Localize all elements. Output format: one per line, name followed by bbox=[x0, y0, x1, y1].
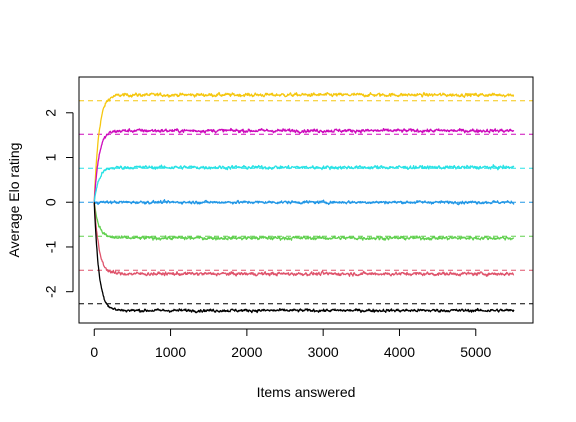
y-tick-label: -1 bbox=[43, 241, 59, 254]
y-tick-label: 2 bbox=[43, 109, 59, 117]
series-line bbox=[93, 164, 515, 203]
x-tick-label: 4000 bbox=[384, 344, 415, 360]
y-axis: -2 -1 0 1 2 bbox=[43, 109, 74, 298]
x-axis-title: Items answered bbox=[257, 384, 356, 400]
series-line bbox=[93, 202, 515, 241]
x-tick-label: 0 bbox=[90, 344, 98, 360]
x-tick-label: 3000 bbox=[308, 344, 339, 360]
series-line bbox=[93, 127, 515, 203]
series-lines bbox=[93, 91, 515, 314]
series-line bbox=[93, 91, 515, 203]
x-tick-label: 5000 bbox=[460, 344, 491, 360]
x-tick-label: 2000 bbox=[231, 344, 262, 360]
x-tick-label: 1000 bbox=[155, 344, 186, 360]
plot-area-border bbox=[78, 76, 534, 324]
series-line bbox=[93, 202, 515, 277]
y-tick-label: 1 bbox=[43, 153, 59, 161]
x-axis: 0 1000 2000 3000 4000 5000 bbox=[90, 328, 492, 360]
y-tick-label: 0 bbox=[43, 198, 59, 206]
series-line bbox=[93, 202, 515, 314]
y-axis-title: Average Elo rating bbox=[6, 143, 22, 258]
y-tick-label: -2 bbox=[43, 285, 59, 298]
series-line bbox=[93, 199, 515, 206]
